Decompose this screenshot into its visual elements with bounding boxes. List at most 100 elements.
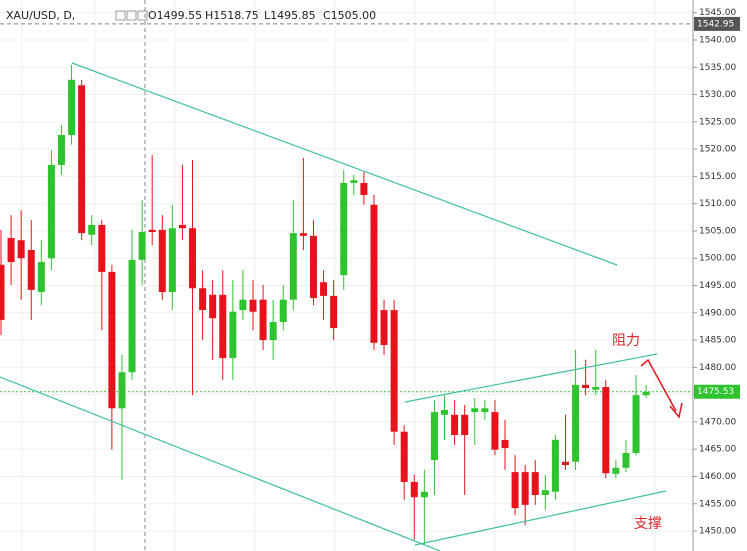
- candle-body: [269, 322, 277, 341]
- y-tick-label: 1510.00: [699, 199, 736, 209]
- candle-body: [602, 386, 610, 474]
- last-price-label: 1475.53: [697, 387, 734, 397]
- candle-body: [47, 164, 55, 259]
- candle-body: [340, 182, 348, 276]
- candle-body: [541, 490, 549, 496]
- candle-body: [209, 294, 217, 319]
- candle-body: [98, 224, 106, 272]
- y-tick-label: 1470.00: [699, 417, 736, 427]
- price-axis: [693, 0, 747, 551]
- y-tick-label: 1525.00: [699, 117, 736, 127]
- candle-body: [461, 414, 469, 436]
- candle-body: [471, 408, 479, 413]
- support-label: 支撑: [634, 516, 662, 532]
- y-tick-label: 1515.00: [699, 172, 736, 182]
- candle-body: [138, 232, 146, 260]
- candle-body: [309, 235, 317, 299]
- candle-body: [561, 461, 569, 466]
- candle-body: [350, 180, 358, 183]
- y-tick-label: 1485.00: [699, 336, 736, 346]
- candle-body: [118, 372, 126, 409]
- candle-body: [622, 453, 630, 468]
- candle-body: [551, 439, 559, 492]
- y-tick-label: 1480.00: [699, 363, 736, 373]
- y-tick-label: 1450.00: [699, 527, 736, 537]
- candle-body: [642, 391, 650, 396]
- candle-body: [491, 412, 499, 450]
- candle-body: [612, 467, 620, 474]
- y-tick-label: 1495.00: [699, 281, 736, 291]
- ohlc-high: H1518.75: [205, 9, 259, 22]
- y-tick-label: 1460.00: [699, 472, 736, 482]
- y-tick-label: 1465.00: [699, 445, 736, 455]
- candle-body: [521, 472, 529, 505]
- candle-body: [88, 224, 96, 235]
- candle-body: [17, 240, 25, 259]
- candle-body: [330, 295, 338, 329]
- candle-body: [481, 408, 489, 413]
- last-price-box: [694, 384, 740, 399]
- candle-body: [632, 395, 640, 454]
- candle-body: [249, 299, 257, 312]
- resistance-label: 阻力: [612, 333, 640, 349]
- candle-body: [108, 271, 116, 409]
- y-tick-label: 1490.00: [699, 308, 736, 318]
- candle-body: [148, 229, 156, 233]
- y-tick-label: 1540.00: [699, 35, 736, 45]
- ohlc-open: O1499.55: [148, 9, 202, 22]
- trend-lines: [0, 62, 667, 551]
- candle-body: [441, 409, 449, 415]
- candle-body: [370, 204, 378, 343]
- crosshair-price-label: 1542.95: [697, 19, 734, 29]
- candle-body: [501, 439, 509, 449]
- candle-body: [229, 311, 237, 359]
- ohlc-close: C1505.00: [323, 9, 376, 22]
- candle-body: [582, 384, 590, 389]
- candle-body: [57, 134, 65, 165]
- candle-body: [128, 259, 136, 373]
- candle-body: [390, 310, 398, 432]
- axis-ticks: 1450.00 1455.00 1460.00 1465.00 1470.00 1475.…: [693, 8, 740, 537]
- y-tick-label: 1500.00: [699, 254, 736, 264]
- header-icons[interactable]: [115, 10, 148, 21]
- arrow: [640, 358, 683, 419]
- candle-body: [259, 299, 267, 341]
- ohlc-low: L1495.85: [264, 9, 316, 22]
- candle-body: [511, 472, 519, 509]
- candle-body: [279, 299, 287, 323]
- candle-body: [451, 414, 459, 436]
- candle-body: [380, 310, 388, 345]
- y-tick-label: 1520.00: [699, 145, 736, 155]
- candle-body: [289, 233, 297, 300]
- y-tick-label: 1535.00: [699, 63, 736, 73]
- candle-body: [592, 386, 600, 390]
- candle-body: [299, 233, 307, 236]
- candle-body: [158, 229, 166, 293]
- candle-body: [0, 264, 5, 320]
- symbol: XAU/USD, D,: [6, 9, 75, 22]
- candle-body: [400, 431, 408, 482]
- candle-body: [420, 491, 428, 498]
- candle-body: [168, 228, 176, 293]
- candle-body: [320, 282, 328, 296]
- candle-body: [531, 472, 539, 496]
- candles: [0, 65, 650, 546]
- y-tick-label: 1530.00: [699, 90, 736, 100]
- candle-body: [37, 262, 45, 293]
- candle-body: [219, 294, 227, 359]
- candle-body: [7, 238, 15, 263]
- crosshair-price-box: [694, 16, 740, 31]
- candle-body: [430, 412, 438, 461]
- y-tick-label: 1455.00: [699, 499, 736, 509]
- candle-body: [189, 228, 197, 289]
- candle-body: [68, 79, 76, 135]
- candle-body: [178, 224, 186, 229]
- candle-body: [199, 288, 207, 311]
- candle-body: [410, 481, 418, 498]
- candle-body: [572, 384, 580, 462]
- candle-body: [78, 85, 86, 234]
- candle-body: [360, 182, 368, 195]
- candle-body: [239, 299, 247, 311]
- y-tick-label: 1545.00: [699, 8, 736, 18]
